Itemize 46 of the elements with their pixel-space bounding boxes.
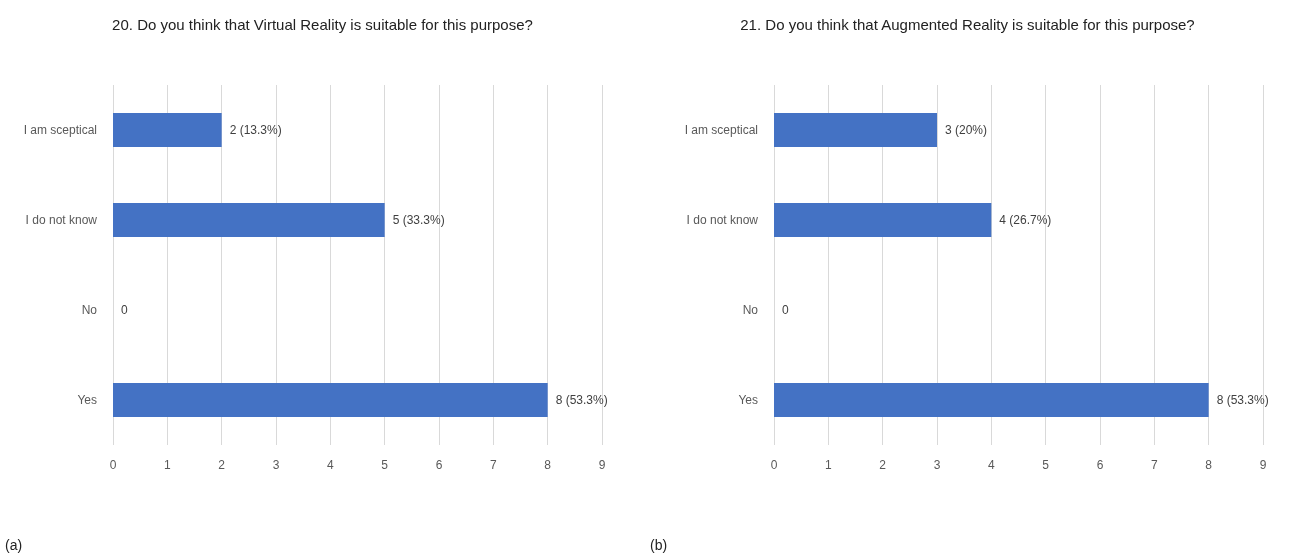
- data-label: 5 (33.3%): [392, 213, 445, 227]
- y-tick-label: Yes: [738, 393, 758, 407]
- x-tick-label: 6: [1096, 458, 1104, 472]
- x-tick-label: 7: [489, 458, 497, 472]
- y-tick-label: I do not know: [686, 213, 759, 227]
- x-tick-label: 4: [987, 458, 995, 472]
- x-tick-label: 9: [598, 458, 606, 472]
- x-tick-label: 0: [109, 458, 117, 472]
- x-tick-label: 8: [1205, 458, 1213, 472]
- y-tick-label: No: [742, 303, 759, 317]
- y-tick-label: No: [81, 303, 98, 317]
- x-tick-label: 5: [381, 458, 389, 472]
- x-tick-label: 1: [163, 458, 171, 472]
- data-label: 8 (53.3%): [555, 393, 608, 407]
- x-tick-label: 3: [272, 458, 280, 472]
- chart-title: 20. Do you think that Virtual Reality is suitable for this purpose?: [112, 15, 533, 33]
- x-tick-label: 2: [879, 458, 887, 472]
- x-tick-label: 0: [770, 458, 778, 472]
- data-label: 3 (20%): [945, 123, 988, 137]
- bar: [113, 203, 385, 237]
- y-tick-label: I am sceptical: [684, 123, 758, 137]
- x-tick-label: 8: [544, 458, 552, 472]
- data-label: 0: [121, 303, 128, 317]
- bar: [113, 113, 222, 147]
- x-tick-label: 3: [933, 458, 941, 472]
- bar: [774, 113, 937, 147]
- y-tick-label: I do not know: [25, 213, 98, 227]
- x-tick-label: 4: [326, 458, 334, 472]
- data-label: 4 (26.7%): [999, 213, 1052, 227]
- data-label: 2 (13.3%): [229, 123, 282, 137]
- y-tick-label: Yes: [77, 393, 97, 407]
- x-tick-label: 5: [1042, 458, 1050, 472]
- text: (b): [650, 537, 668, 553]
- data-label: 0: [782, 303, 789, 317]
- y-tick-label: I am sceptical: [23, 123, 97, 137]
- bar: [113, 383, 548, 417]
- x-tick-label: 7: [1150, 458, 1158, 472]
- x-tick-label: 9: [1259, 458, 1267, 472]
- bar: [774, 203, 992, 237]
- x-tick-label: 1: [824, 458, 832, 472]
- text: (a): [5, 537, 23, 553]
- chart-title: 21. Do you think that Augmented Reality is suitable for this purpose?: [740, 15, 1195, 33]
- bar: [774, 383, 1209, 417]
- x-tick-label: 2: [218, 458, 226, 472]
- data-label: 8 (53.3%): [1216, 393, 1269, 407]
- x-tick-label: 6: [435, 458, 443, 472]
